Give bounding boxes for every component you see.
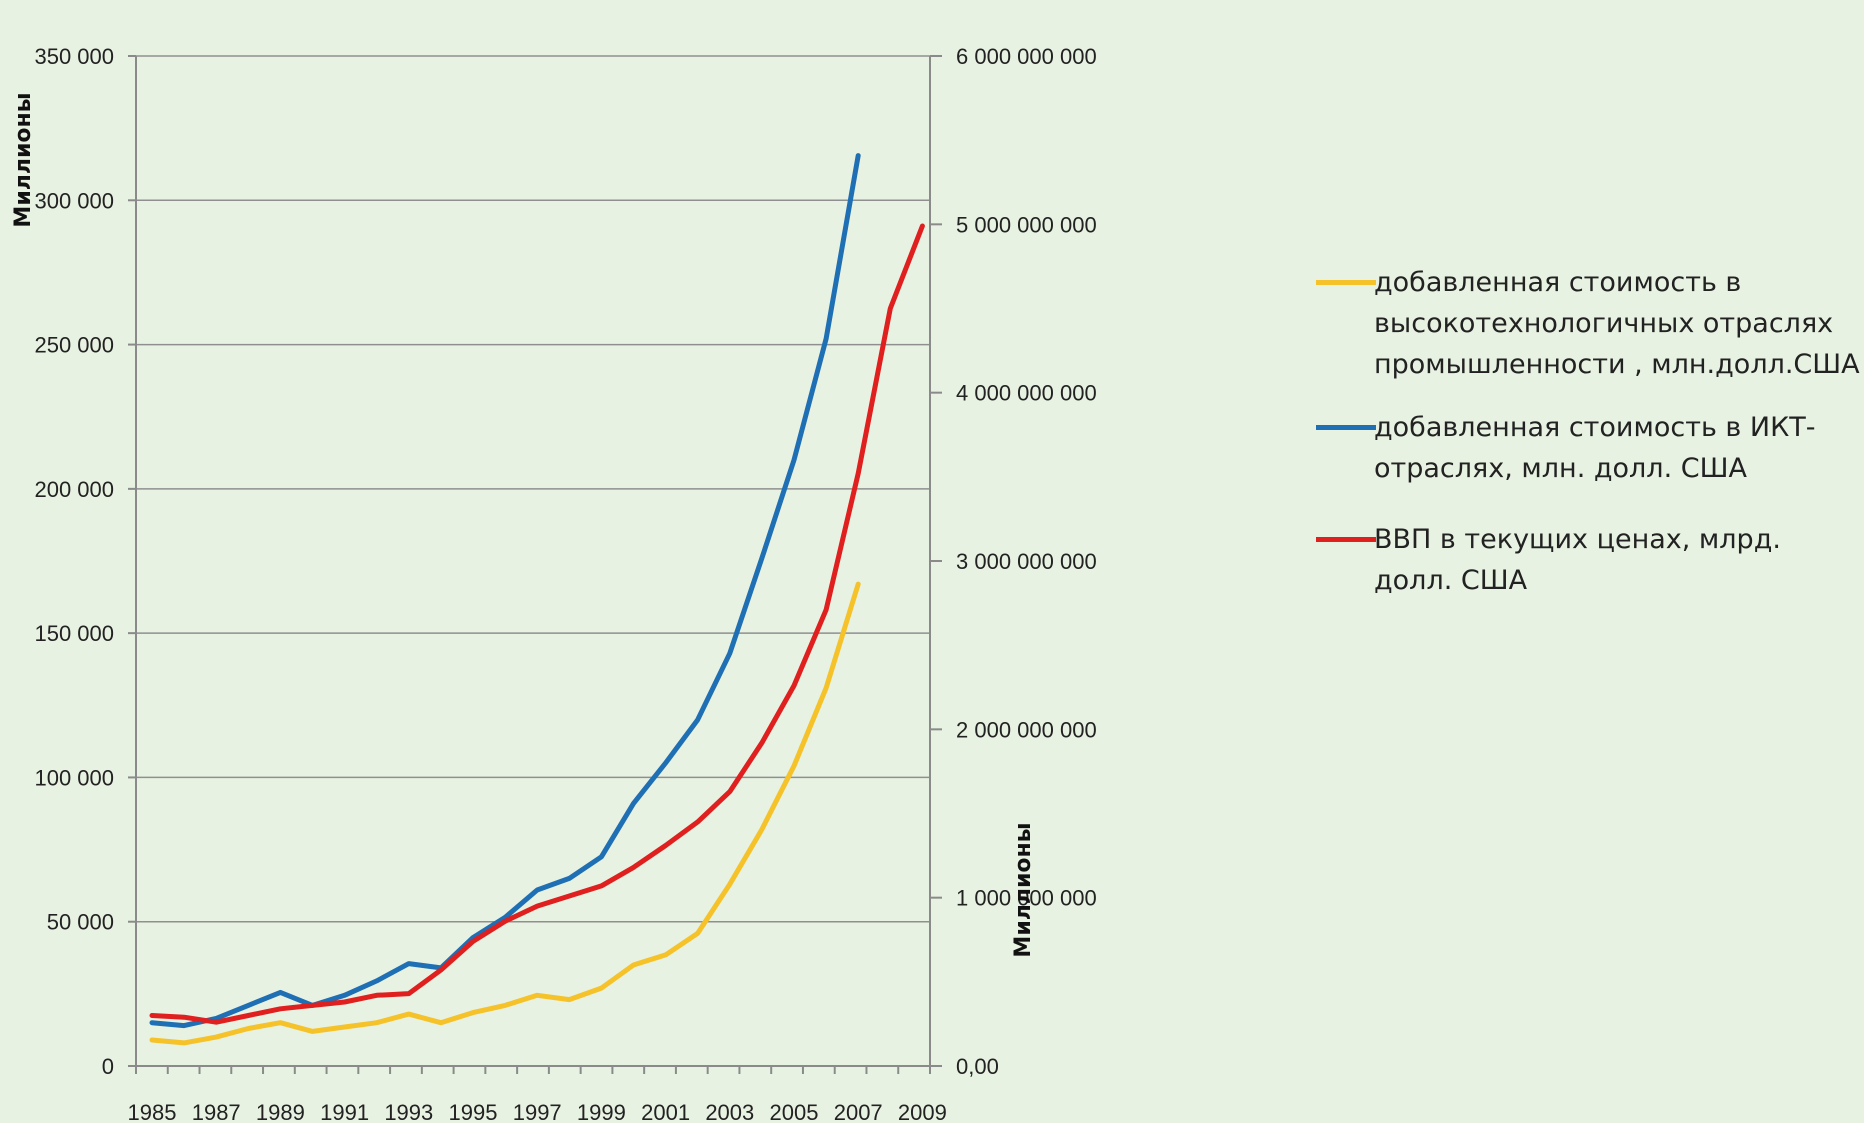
- left-y-tick-label: 350 000: [34, 44, 114, 69]
- legend-label-hightech: добавленная стоимость в высокотехнологич…: [1374, 267, 1860, 380]
- right-y-ticks: 0,00 1 000 000 000 2 000 000 000 3 000 000 …: [930, 44, 1097, 1079]
- legend-swatch-hightech: [1316, 280, 1376, 285]
- series-line-1: [149, 153, 861, 1029]
- right-y-tick-label: 0,00: [956, 1054, 999, 1079]
- right-y-tick-label: 3 000 000 000: [956, 549, 1097, 574]
- gridlines: [136, 55, 930, 923]
- legend-label-gdp: ВВП в текущих ценах, млрд. долл. США: [1374, 524, 1781, 596]
- left-y-tick-label: 50 000: [47, 910, 114, 935]
- series-lines: [149, 153, 925, 1046]
- x-tick-label: 1991: [320, 1100, 369, 1123]
- right-y-tick-label: 6 000 000 000: [956, 44, 1097, 69]
- x-tick-label: 1999: [577, 1100, 626, 1123]
- x-tick-label: 1985: [128, 1100, 177, 1123]
- legend: добавленная стоимость в высокотехнологич…: [1312, 262, 1864, 623]
- series-line-0: [149, 581, 861, 1046]
- x-tick-label: 2005: [770, 1100, 819, 1123]
- x-tick-label: 1993: [384, 1100, 433, 1123]
- right-y-tick-label: 5 000 000 000: [956, 212, 1097, 237]
- left-y-axis-title: Миллионы: [11, 92, 36, 227]
- left-y-tick-label: 0: [102, 1054, 114, 1079]
- series-line-2: [149, 223, 925, 1025]
- legend-swatch-gdp: [1316, 537, 1376, 542]
- x-tick-label: 2007: [834, 1100, 883, 1123]
- x-ticks: 1985 1987 1989 1991 1993 1995 1997 1999 2001 2003…: [128, 1066, 947, 1123]
- x-tick-label: 2009: [898, 1100, 947, 1123]
- legend-swatch-ict: [1316, 425, 1376, 430]
- x-tick-label: 1987: [192, 1100, 241, 1123]
- left-y-tick-label: 250 000: [34, 333, 114, 358]
- legend-item-hightech: добавленная стоимость в высокотехнологич…: [1312, 262, 1864, 385]
- x-tick-label: 2001: [641, 1100, 690, 1123]
- x-tick-label: 1997: [513, 1100, 562, 1123]
- x-tick-label: 1995: [449, 1100, 498, 1123]
- left-y-tick-label: 200 000: [34, 477, 114, 502]
- left-y-tick-label: 300 000: [34, 188, 114, 213]
- right-y-tick-label: 2 000 000 000: [956, 717, 1097, 742]
- left-y-tick-label: 100 000: [34, 765, 114, 790]
- x-tick-label: 2003: [705, 1100, 754, 1123]
- axes: [135, 56, 931, 1067]
- legend-item-gdp: ВВП в текущих ценах, млрд. долл. США: [1312, 519, 1864, 601]
- x-tick-label: 1989: [256, 1100, 305, 1123]
- legend-label-ict: добавленная стоимость в ИКТ-отраслях, мл…: [1374, 412, 1816, 484]
- left-y-ticks: 0 50 000 100 000 150 000 200 000 250 000 300 0…: [34, 44, 136, 1079]
- left-y-tick-label: 150 000: [34, 621, 114, 646]
- legend-item-ict: добавленная стоимость в ИКТ-отраслях, мл…: [1312, 407, 1864, 489]
- right-y-axis-title: Миллионы: [1011, 822, 1036, 957]
- right-y-tick-label: 4 000 000 000: [956, 381, 1097, 406]
- right-y-tick-label: 1 000 000 000: [956, 886, 1097, 911]
